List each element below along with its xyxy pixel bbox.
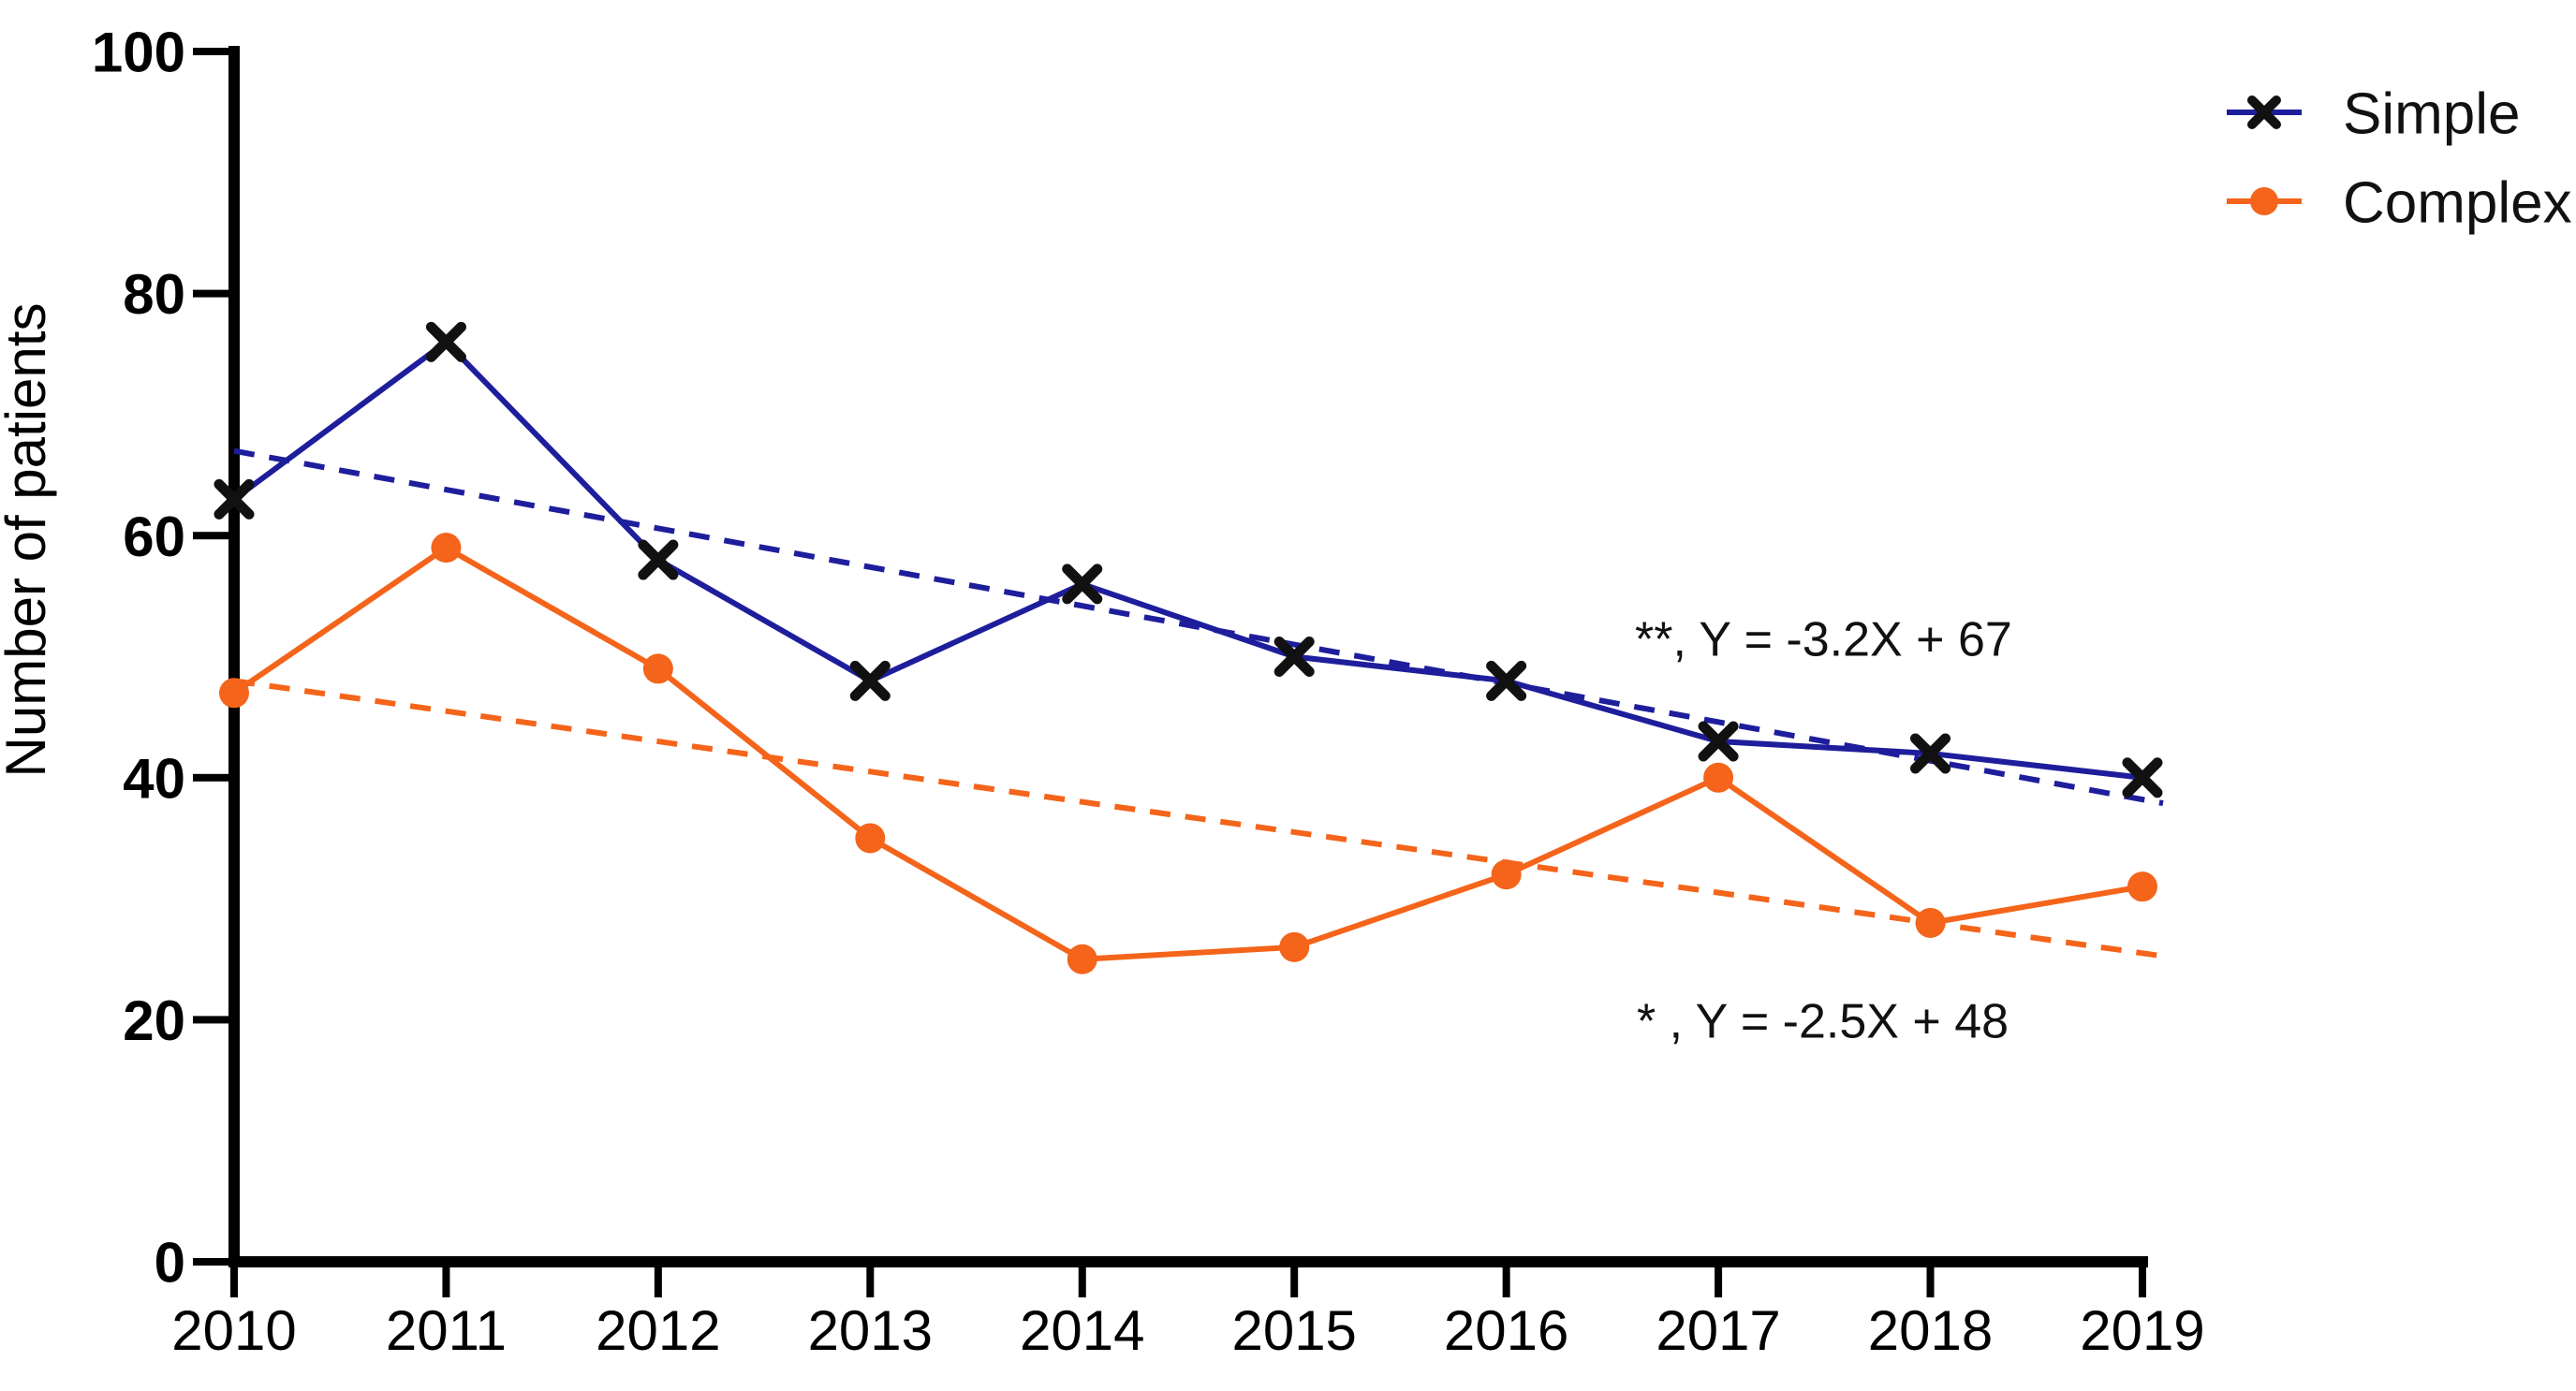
- simple-data-point-x-marker: [425, 321, 466, 362]
- simple-data-point-x-marker: [2122, 757, 2163, 798]
- x-axis-tick: [442, 1267, 450, 1297]
- complex-data-point-circle-marker: [642, 653, 673, 684]
- simple-data-point-x-marker: [1273, 637, 1315, 677]
- legend-label: Simple: [2343, 81, 2521, 146]
- complex-data-point-circle-marker: [855, 823, 886, 854]
- legend-item-simple: Simple: [2227, 81, 2521, 146]
- simple-data-point-x-marker: [1910, 733, 1951, 774]
- x-axis-tick: [1290, 1267, 1299, 1297]
- complex-data-point-circle-marker: [1703, 762, 1734, 793]
- y-tick-label: 60: [123, 505, 185, 568]
- y-tick-label: 40: [123, 747, 185, 810]
- complex-data-point-circle-marker: [431, 533, 462, 564]
- x-tick-label: 2016: [1444, 1299, 1568, 1362]
- complex-data-point-circle-marker: [2127, 871, 2157, 902]
- complex-trend-line: [233, 678, 2164, 959]
- x-axis-tick: [866, 1267, 875, 1297]
- complex-data-point-circle-marker: [1279, 931, 1310, 962]
- legend-x-marker-icon: [2247, 95, 2281, 129]
- y-tick-label: 0: [155, 1232, 185, 1295]
- legend-circle-marker-icon: [2250, 187, 2278, 215]
- y-axis-tick: [193, 289, 228, 298]
- legend-item-complex: Complex: [2227, 170, 2572, 235]
- simple-data-point-x-marker: [213, 478, 255, 520]
- complex-data-point-circle-marker: [1915, 907, 1946, 938]
- x-axis-tick: [1502, 1267, 1510, 1297]
- simple-series-line: [232, 339, 2143, 781]
- regression-equation-annotation: * , Y = -2.5X + 48: [1637, 995, 2009, 1049]
- x-axis-tick: [1078, 1267, 1086, 1297]
- complex-series-line: [232, 545, 2143, 962]
- regression-equation-annotation: **, Y = -3.2X + 67: [1635, 613, 2012, 667]
- x-axis-tick: [1715, 1267, 1723, 1297]
- simple-data-point-x-marker: [1062, 564, 1103, 605]
- legend-label: Complex: [2343, 170, 2572, 235]
- y-tick-label: 20: [123, 989, 185, 1052]
- x-tick-label: 2015: [1231, 1299, 1356, 1362]
- x-tick-label: 2014: [1020, 1299, 1144, 1362]
- complex-data-point-circle-marker: [219, 678, 249, 709]
- x-axis-spine: [228, 1256, 2148, 1267]
- y-axis-tick: [193, 532, 228, 540]
- y-axis-tick: [193, 773, 228, 782]
- x-tick-label: 2011: [386, 1299, 507, 1362]
- x-axis-tick: [2138, 1267, 2146, 1297]
- y-axis-title: Number of patients: [0, 303, 57, 778]
- y-tick-label: 100: [92, 22, 185, 84]
- x-tick-label: 2012: [596, 1299, 720, 1362]
- y-axis-tick: [193, 48, 228, 55]
- y-axis-tick: [193, 1016, 228, 1024]
- simple-trend-line: [233, 447, 2164, 807]
- complex-data-point-circle-marker: [1491, 859, 1522, 890]
- x-tick-label: 2013: [808, 1299, 933, 1362]
- x-axis-tick: [1926, 1267, 1935, 1297]
- x-tick-label: 2017: [1656, 1299, 1780, 1362]
- simple-data-point-x-marker: [1486, 660, 1527, 701]
- complex-data-point-circle-marker: [1067, 944, 1097, 974]
- y-tick-label: 80: [123, 263, 185, 326]
- x-axis-tick: [230, 1267, 238, 1297]
- y-axis-tick: [193, 1258, 228, 1266]
- x-tick-label: 2018: [1868, 1299, 1993, 1362]
- x-axis-tick: [654, 1267, 662, 1297]
- simple-data-point-x-marker: [638, 539, 679, 580]
- y-axis-spine: [228, 46, 240, 1267]
- simple-data-point-x-marker: [1698, 721, 1739, 762]
- x-tick-label: 2010: [171, 1299, 296, 1362]
- simple-data-point-x-marker: [849, 660, 891, 701]
- x-tick-label: 2019: [2080, 1299, 2204, 1362]
